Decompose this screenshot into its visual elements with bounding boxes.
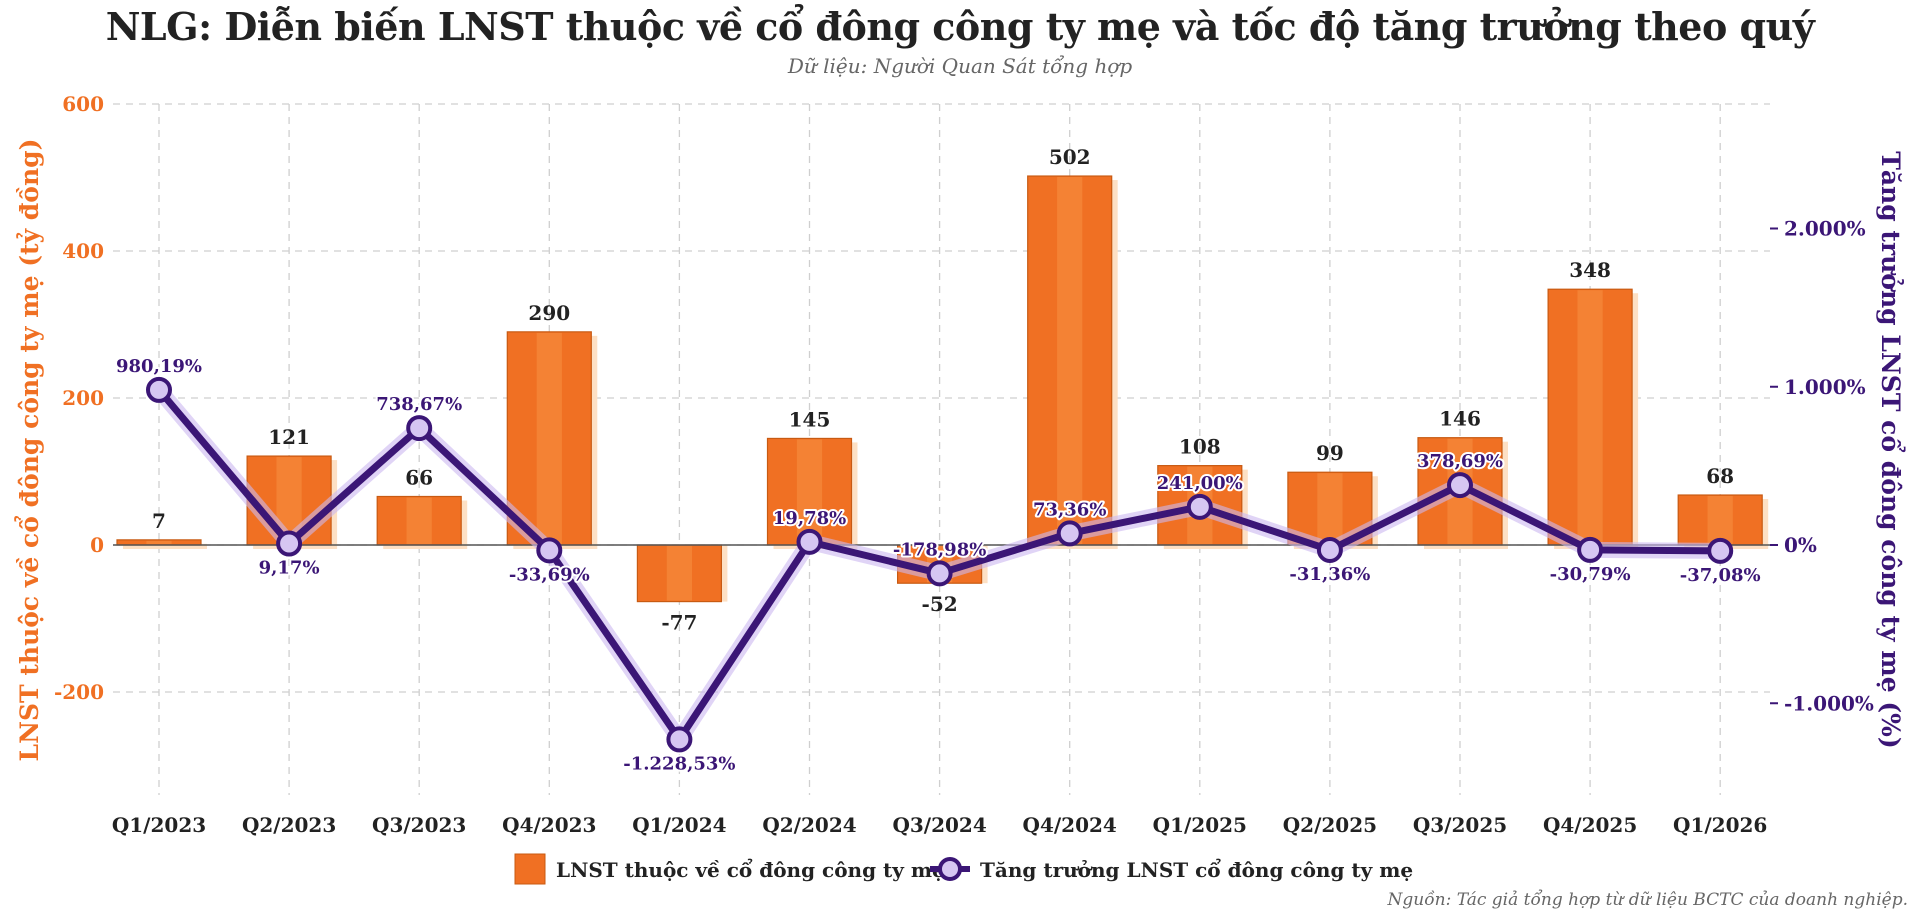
x-tick-label: Q1/2023 (112, 813, 206, 837)
legend-line-marker (938, 857, 962, 881)
x-tick-label: Q3/2023 (372, 813, 466, 837)
x-tick-label: Q4/2024 (1023, 813, 1117, 837)
growth-point (536, 537, 563, 564)
bar-value-label: 502 (1049, 145, 1091, 169)
x-tick-label: Q3/2024 (892, 813, 986, 837)
left-tick-label: 400 (62, 239, 104, 263)
growth-value-label: 378,69% (1417, 451, 1503, 472)
growth-point (1577, 536, 1604, 563)
bar-highlight (796, 439, 823, 544)
x-tick-label: Q1/2025 (1153, 813, 1247, 837)
growth-value-label: 9,17% (259, 558, 320, 579)
right-tick-label: -1.000% (1784, 691, 1874, 715)
growth-point (146, 376, 172, 403)
bar-value-label: 7 (152, 509, 166, 533)
growth-value-label: -178,98% (893, 539, 986, 560)
x-tick-label: Q1/2024 (632, 813, 726, 837)
bar-value-label: -52 (922, 592, 958, 616)
bar-highlight (406, 497, 432, 544)
right-axis-title: Tăng trưởng LNST cổ đông công ty mẹ (%) (1876, 151, 1905, 749)
left-tick-label: 200 (62, 386, 104, 410)
growth-value-label: -1.228,53% (623, 753, 735, 774)
growth-point (406, 415, 433, 442)
growth-value-label: -37,08% (1680, 565, 1761, 586)
growth-point (796, 528, 823, 555)
growth-value-label: 19,78% (773, 508, 846, 529)
left-axis-title: LNST thuộc về cổ đông công ty mẹ (tỷ đồn… (15, 139, 44, 762)
right-tick-label: 1.000% (1784, 375, 1866, 399)
growth-point (1447, 472, 1473, 499)
bar-highlight (1707, 496, 1733, 544)
left-tick-label: -200 (54, 680, 104, 704)
growth-value-label: 241,00% (1157, 473, 1243, 494)
bar-value-label: 146 (1439, 407, 1481, 431)
chart-title: NLG: Diễn biến LNST thuộc về cổ đông côn… (105, 4, 1815, 49)
right-tick-label: 2.000% (1784, 217, 1866, 241)
growth-point (666, 726, 693, 753)
legend-bar-label: LNST thuộc về cổ đông công ty mẹ (556, 857, 945, 882)
growth-value-label: -33,69% (509, 564, 590, 585)
x-tick-label: Q4/2023 (502, 813, 596, 837)
growth-value-label: -30,79% (1550, 564, 1631, 585)
x-tick-label: Q2/2025 (1283, 813, 1377, 837)
bar-shadow (123, 543, 207, 549)
bar-value-label: 121 (268, 425, 310, 449)
x-tick-label: Q3/2025 (1413, 813, 1507, 837)
legend-line-label: Tăng trưởng LNST cổ đông công ty mẹ (980, 857, 1413, 882)
right-tick-label: 0% (1784, 533, 1817, 557)
left-tick-label: 600 (62, 92, 104, 116)
growth-point (1707, 537, 1734, 564)
legend-bar-swatch (514, 853, 546, 885)
bar-highlight (1317, 473, 1343, 544)
bar-value-label: 68 (1706, 464, 1734, 488)
bar-value-label: 348 (1569, 258, 1611, 282)
bar-highlight (536, 332, 562, 544)
chart-subtitle: Dữ liệu: Người Quan Sát tổng hợp (787, 54, 1133, 78)
bar-highlight (666, 546, 692, 601)
bar-highlight (146, 540, 172, 544)
growth-point (276, 530, 303, 557)
x-tick-label: Q1/2026 (1673, 813, 1767, 837)
bar-value-label: 99 (1316, 441, 1344, 465)
growth-value-label: -31,36% (1289, 564, 1370, 585)
growth-point (1056, 520, 1083, 547)
x-tick-label: Q4/2025 (1543, 813, 1637, 837)
growth-point (1186, 493, 1213, 520)
bar-value-label: 66 (405, 465, 433, 489)
bar-value-label: 145 (789, 407, 831, 431)
left-tick-label: 0 (90, 533, 104, 557)
growth-value-label: 738,67% (376, 394, 462, 415)
bar-highlight (1577, 290, 1603, 544)
source-note: Nguồn: Tác giả tổng hợp từ dữ liệu BCTC … (1387, 890, 1908, 910)
growth-point (926, 560, 953, 587)
bar-value-label: 290 (528, 301, 570, 325)
growth-value-label: 73,36% (1033, 499, 1106, 520)
x-tick-label: Q2/2023 (242, 813, 336, 837)
bar-value-label: -77 (661, 611, 697, 635)
bar-value-label: 108 (1179, 435, 1221, 459)
x-tick-label: Q2/2024 (762, 813, 856, 837)
growth-value-label: 980,19% (116, 356, 202, 377)
growth-point (1316, 536, 1343, 563)
bar-highlight (1057, 177, 1083, 544)
